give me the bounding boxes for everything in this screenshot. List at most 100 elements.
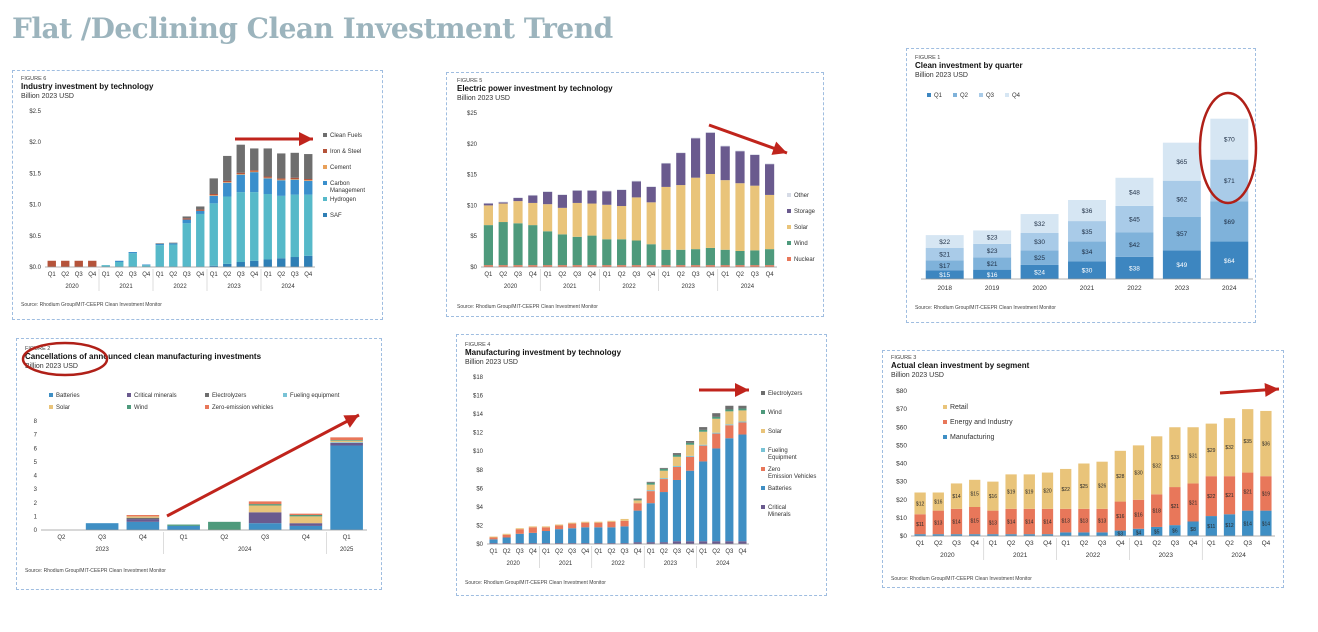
data-label: $21 [1171, 504, 1180, 510]
source-note: Source: Rhodium Group/MIT-CEEPR Clean In… [465, 580, 606, 586]
bar-segment [513, 201, 523, 224]
legend-label: Clean Fuels [330, 133, 362, 139]
data-label: $45 [1129, 217, 1140, 224]
bar-segment [646, 244, 656, 266]
bar-segment [712, 448, 721, 542]
bar-segment [646, 503, 655, 543]
bar-segment [699, 427, 708, 430]
y-tick-label: $0 [900, 533, 908, 540]
y-tick-label: $5 [470, 234, 477, 240]
bar-segment [557, 234, 567, 266]
bar-segment [607, 520, 616, 522]
bar-segment [1260, 476, 1272, 511]
bar-segment [720, 249, 730, 266]
x-tick-label: Q3 [568, 549, 577, 555]
x-group-label: 2024 [741, 284, 755, 290]
bar-segment [676, 249, 686, 266]
x-tick-label: Q4 [588, 272, 597, 278]
bar-segment [1020, 232, 1059, 251]
bar-segment [659, 478, 668, 480]
x-group-label: 2023 [95, 547, 109, 553]
bar-segment [169, 243, 178, 245]
panel-fig1: FIGURE 1 Clean investment by quarter Billi… [906, 48, 1258, 323]
highlight-circle [21, 341, 109, 377]
bar-segment [699, 429, 708, 432]
legend-label: Hydrogen [330, 197, 356, 203]
x-tick-label: Q1 [180, 535, 189, 541]
bar-segment [581, 522, 590, 528]
bar-segment [987, 510, 999, 535]
source-note: Source: Rhodium Group/MIT-CEEPR Clean In… [457, 304, 598, 310]
bar-segment [720, 180, 730, 250]
x-tick-label: Q3 [261, 535, 270, 541]
x-tick-label: Q1 [490, 549, 499, 555]
bar-segment [483, 265, 493, 267]
bar-segment [250, 260, 259, 267]
bar-segment [765, 194, 775, 250]
bar-segment [765, 164, 775, 195]
legend-swatch [205, 405, 209, 409]
y-tick-label: $6 [476, 486, 483, 492]
trend-arrow-head [771, 141, 787, 155]
bar-segment [330, 440, 363, 441]
bar-segment [155, 243, 164, 244]
source-note: Source: Rhodium Group/MIT-CEEPR Clean In… [891, 576, 1032, 582]
bar-segment [765, 163, 775, 165]
x-tick-label: Q1 [1134, 540, 1143, 547]
bar-segment [250, 170, 259, 172]
y-tick-label: $0 [470, 265, 477, 271]
bar-segment [236, 192, 245, 263]
bar-segment [541, 526, 551, 528]
bar-segment [277, 195, 286, 259]
y-tick-label: 8 [34, 419, 38, 425]
legend-label: Carbon Management [330, 181, 365, 194]
bar-segment [498, 265, 508, 267]
x-tick-label: Q3 [1171, 540, 1180, 547]
bar-segment [1162, 250, 1201, 279]
x-group-label: 2024 [281, 284, 295, 290]
chart-title: Industry investment by technology [21, 82, 154, 91]
legend-label: Q2 [960, 93, 969, 99]
bar-segment [167, 524, 200, 526]
bar-segment [1020, 264, 1059, 279]
bar-segment [289, 515, 323, 517]
legend-label: Manufacturing [950, 434, 994, 441]
data-label: $8 [1190, 527, 1196, 533]
y-tick-label: $0.5 [29, 234, 41, 240]
bar-segment [691, 177, 701, 250]
x-group-label: 2022 [611, 561, 625, 567]
bar-segment [581, 527, 590, 544]
x-tick-label: Q4 [970, 540, 979, 547]
x-tick-label: 2018 [937, 285, 952, 292]
bar-segment [196, 209, 205, 211]
y-tick-label: $16 [473, 394, 484, 400]
bar-segment [304, 180, 313, 181]
bar-segment [738, 410, 747, 422]
bar-segment [290, 152, 299, 178]
bar-segment [304, 154, 313, 180]
bar-segment [1115, 177, 1154, 206]
x-tick-label: Q1 [1207, 540, 1216, 547]
bar-segment [1187, 483, 1199, 522]
data-label: $14 [1244, 521, 1253, 527]
figure-label: FIGURE 5 [457, 78, 482, 84]
legend-swatch [323, 133, 327, 137]
bar-segment [330, 440, 363, 443]
bar-segment [290, 179, 299, 195]
bar-segment [568, 522, 577, 524]
y-tick-label: $20 [896, 497, 907, 504]
bar-segment [182, 223, 191, 267]
trend-arrow-head [299, 132, 313, 146]
bar-segment [617, 265, 627, 267]
y-tick-label: $50 [896, 442, 907, 449]
bar-segment [483, 203, 493, 206]
x-tick-label: Q2 [660, 549, 669, 555]
bar-segment [554, 524, 564, 526]
x-tick-label: Q1 [484, 272, 493, 278]
bar-segment [1096, 532, 1108, 536]
bar-segment [750, 265, 760, 267]
legend-swatch [787, 209, 791, 213]
bar-segment [699, 461, 708, 542]
data-label: $49 [1176, 262, 1187, 269]
